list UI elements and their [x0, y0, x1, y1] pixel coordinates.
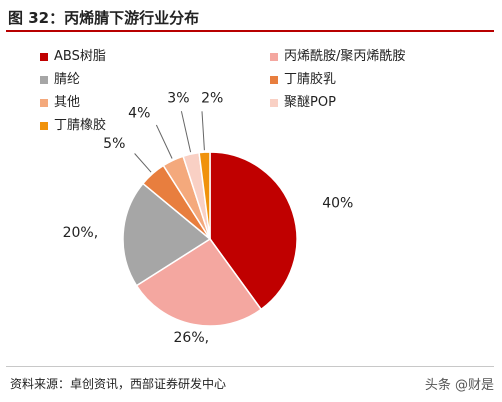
legend-label: 丙烯酰胺/聚丙烯酰胺 — [284, 49, 406, 64]
legend-item: 其他 — [40, 94, 80, 112]
legend-label: 其他 — [54, 95, 81, 110]
legend-label: 丁腈橡胶 — [54, 118, 107, 133]
pie-slice — [209, 151, 298, 311]
legend-item: 聚醚POP — [270, 94, 336, 112]
legend-label: 丁腈胶乳 — [284, 72, 337, 87]
leader-line — [155, 124, 173, 159]
title-bar: 图 32：丙烯腈下游行业分布 — [6, 4, 494, 32]
legend-item: ABS树脂 — [40, 48, 106, 66]
slice-label: 4% — [128, 105, 150, 121]
pie-slice — [122, 182, 212, 287]
slice-label: 3% — [167, 91, 189, 107]
source-note: 资料来源：卓创资讯，西部证券研发中心 — [10, 377, 227, 391]
legend-label: ABS树脂 — [54, 49, 106, 64]
legend-swatch — [40, 121, 48, 130]
legend-label: 聚醚POP — [284, 95, 336, 110]
legend-swatch — [40, 52, 48, 61]
legend-swatch — [270, 52, 278, 61]
legend-swatch — [40, 75, 48, 84]
slice-label: 40% — [322, 196, 353, 212]
leader-line — [134, 153, 152, 173]
legend-item: 腈纶 — [40, 71, 80, 89]
slice-label: 20%, — [63, 225, 99, 241]
leader-line — [201, 111, 205, 151]
slice-label: 5% — [103, 136, 125, 152]
legend-swatch — [270, 75, 278, 84]
legend-item: 丁腈橡胶 — [40, 117, 106, 135]
watermark: 头条 @财是 — [424, 378, 494, 393]
leader-line — [180, 111, 192, 153]
footer-divider — [6, 366, 494, 367]
pie-slice — [198, 151, 211, 240]
chart-title: 图 32：丙烯腈下游行业分布 — [8, 9, 200, 27]
legend-item: 丙烯酰胺/聚丙烯酰胺 — [270, 48, 405, 66]
legend-swatch — [40, 98, 48, 107]
pie-slice — [135, 237, 263, 327]
legend-item: 丁腈胶乳 — [270, 71, 336, 89]
slice-label: 26%, — [174, 330, 210, 346]
slice-label: 2% — [201, 90, 223, 106]
legend-swatch — [270, 98, 278, 107]
legend-label: 腈纶 — [54, 72, 81, 87]
